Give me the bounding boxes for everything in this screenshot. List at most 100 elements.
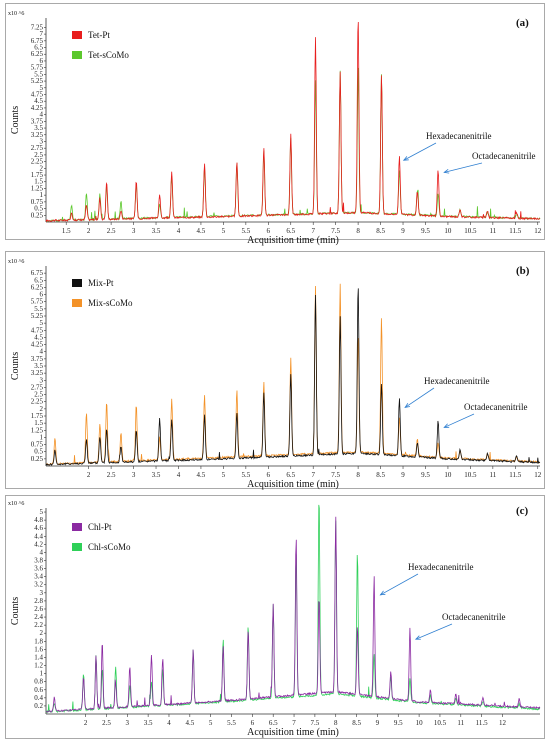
x-axis-label: Acquisition time (min) xyxy=(247,727,339,738)
x-tick-label: 6 xyxy=(251,719,255,727)
x-tick-label: 10 xyxy=(416,719,424,727)
y-axis-label: Counts xyxy=(10,352,21,380)
x-tick-label: 9.5 xyxy=(421,471,430,479)
x-axis-label: Acquisition time (min) xyxy=(247,479,339,490)
legend-swatch xyxy=(72,543,82,551)
x-tick-label: 7 xyxy=(311,227,315,235)
y-tick-label: 5 xyxy=(40,84,44,92)
x-tick-label: 8.5 xyxy=(376,227,385,235)
y-tick-label: 5.75 xyxy=(31,64,44,72)
x-tick-label: 2.5 xyxy=(107,471,116,479)
annotation-arrow xyxy=(380,573,419,596)
y-tick-label: 1.8 xyxy=(34,637,43,645)
x-tick-label: 5.5 xyxy=(227,719,236,727)
y-tick-label: 6.25 xyxy=(31,50,44,58)
x-tick-label: 7.5 xyxy=(331,227,340,235)
series-line-chl-pt xyxy=(45,516,541,713)
x-tick-label: 11.5 xyxy=(509,227,521,235)
y-tick-label: 5.25 xyxy=(31,312,44,320)
x-tick-label: 9 xyxy=(401,471,405,479)
x-tick-label: 6 xyxy=(267,471,271,479)
legend-label: Chl-Pt xyxy=(88,522,112,532)
y-tick-label: 0.5 xyxy=(34,205,43,213)
y-tick-label: 6.75 xyxy=(31,269,44,277)
y-tick-label: 0.4 xyxy=(34,694,43,702)
panel-label: (a) xyxy=(516,17,529,29)
x-tick-label: 4.5 xyxy=(197,471,206,479)
x-tick-label: 3.5 xyxy=(152,471,161,479)
annotation-arrow xyxy=(415,623,453,640)
x-tick-label: 3 xyxy=(126,719,130,727)
series-line-mix-pt xyxy=(45,288,541,466)
x-tick-label: 5 xyxy=(222,471,226,479)
x-tick-label: 5.5 xyxy=(241,227,250,235)
annotation-label: Octadecanenitrile xyxy=(464,402,527,412)
y-tick-label: 5 xyxy=(40,508,44,516)
y-tick-label: 5.5 xyxy=(34,305,43,313)
annotation-arrowhead xyxy=(379,590,386,596)
y-tick-label: 1 xyxy=(40,191,44,199)
x-tick-label: 2 xyxy=(84,719,88,727)
y-tick-label: 0.8 xyxy=(34,678,43,686)
y-tick-label: 5.5 xyxy=(34,70,43,78)
y-tick-label: 4.75 xyxy=(31,326,44,334)
y-tick-label: 0.5 xyxy=(34,448,43,456)
series-line-tet-scomo xyxy=(45,67,541,222)
x-tick-label: 11 xyxy=(457,719,464,727)
chromatogram-panel-a: 0.25 0.5 0.75 1 1.25 1.5 1.75 2 2.25 2.5 2.75 3 3.25… xyxy=(5,3,545,246)
y-tick-label: 6.5 xyxy=(34,276,43,284)
y-tick-label: 0.6 xyxy=(34,686,43,694)
x-tick-label: 3.5 xyxy=(152,227,161,235)
y-tick-label: 0.25 xyxy=(31,455,44,463)
x-axis-label: Acquisition time (min) xyxy=(247,235,339,246)
annotation-label: Octadecanenitrile xyxy=(472,151,535,161)
x-tick-label: 7 xyxy=(292,719,296,727)
y-tick-label: 3 xyxy=(40,589,44,597)
chromatogram-chart-a: 0.250.50.7511.251.51.7522.252.52.7533.25… xyxy=(8,11,542,246)
x-tick-label: 7.5 xyxy=(311,719,320,727)
y-tick-label: 0.2 xyxy=(34,702,43,710)
x-tick-label: 9.5 xyxy=(421,227,430,235)
y-tick-label: 6.5 xyxy=(34,44,43,52)
y-tick-label: 3.5 xyxy=(34,124,43,132)
y-tick-label: 7 xyxy=(40,30,44,38)
y-tick-label: 1.25 xyxy=(31,426,44,434)
y-tick-label: 4.8 xyxy=(34,516,43,524)
chromatogram-chart-c: 0.20.40.60.811.21.41.61.822.22.42.62.833… xyxy=(8,501,541,738)
legend-swatch xyxy=(72,279,82,287)
y-tick-label: 3.25 xyxy=(31,369,44,377)
x-tick-label: 4 xyxy=(177,227,181,235)
y-tick-label: 2 xyxy=(40,164,44,172)
y-tick-label: 1.2 xyxy=(34,662,43,670)
x-tick-label: 9 xyxy=(401,227,405,235)
y-tick-label: 2.2 xyxy=(34,621,43,629)
y-tick-label: 4.25 xyxy=(31,341,44,349)
y-tick-label: 1.75 xyxy=(31,412,44,420)
y-tick-label: 6.25 xyxy=(31,283,44,291)
x-tick-label: 10.5 xyxy=(434,719,447,727)
x-tick-label: 9.5 xyxy=(394,719,403,727)
annotation-arrowhead xyxy=(443,169,450,174)
y-tick-label: 2 xyxy=(40,405,44,413)
y-tick-label: 1 xyxy=(40,433,44,441)
annotation-label: Hexadecanenitrile xyxy=(424,376,489,386)
y-tick-label: 4.5 xyxy=(34,333,43,341)
legend-swatch xyxy=(72,523,82,531)
y-tick-label: 7.25 xyxy=(31,23,44,31)
y-tick-label: 3.75 xyxy=(31,117,44,125)
x-tick-label: 2.5 xyxy=(102,719,111,727)
series-line-chl-scomo xyxy=(45,504,541,714)
y-tick-label: 2.8 xyxy=(34,597,43,605)
x-tick-label: 7 xyxy=(311,471,315,479)
x-tick-label: 6.5 xyxy=(286,227,295,235)
x-tick-label: 6.5 xyxy=(269,719,278,727)
x-tick-label: 4.5 xyxy=(185,719,194,727)
x-tick-label: 2 xyxy=(87,471,91,479)
annotation-label: Octadecanenitrile xyxy=(442,612,505,622)
y-multiplier: x10 ^6 xyxy=(8,501,24,507)
legend-label: Tet-sCoMo xyxy=(88,50,129,60)
x-tick-label: 7.5 xyxy=(331,471,340,479)
x-tick-label: 12 xyxy=(499,719,507,727)
y-multiplier: x10 ^6 xyxy=(8,259,24,265)
y-tick-label: 1.75 xyxy=(31,171,44,179)
